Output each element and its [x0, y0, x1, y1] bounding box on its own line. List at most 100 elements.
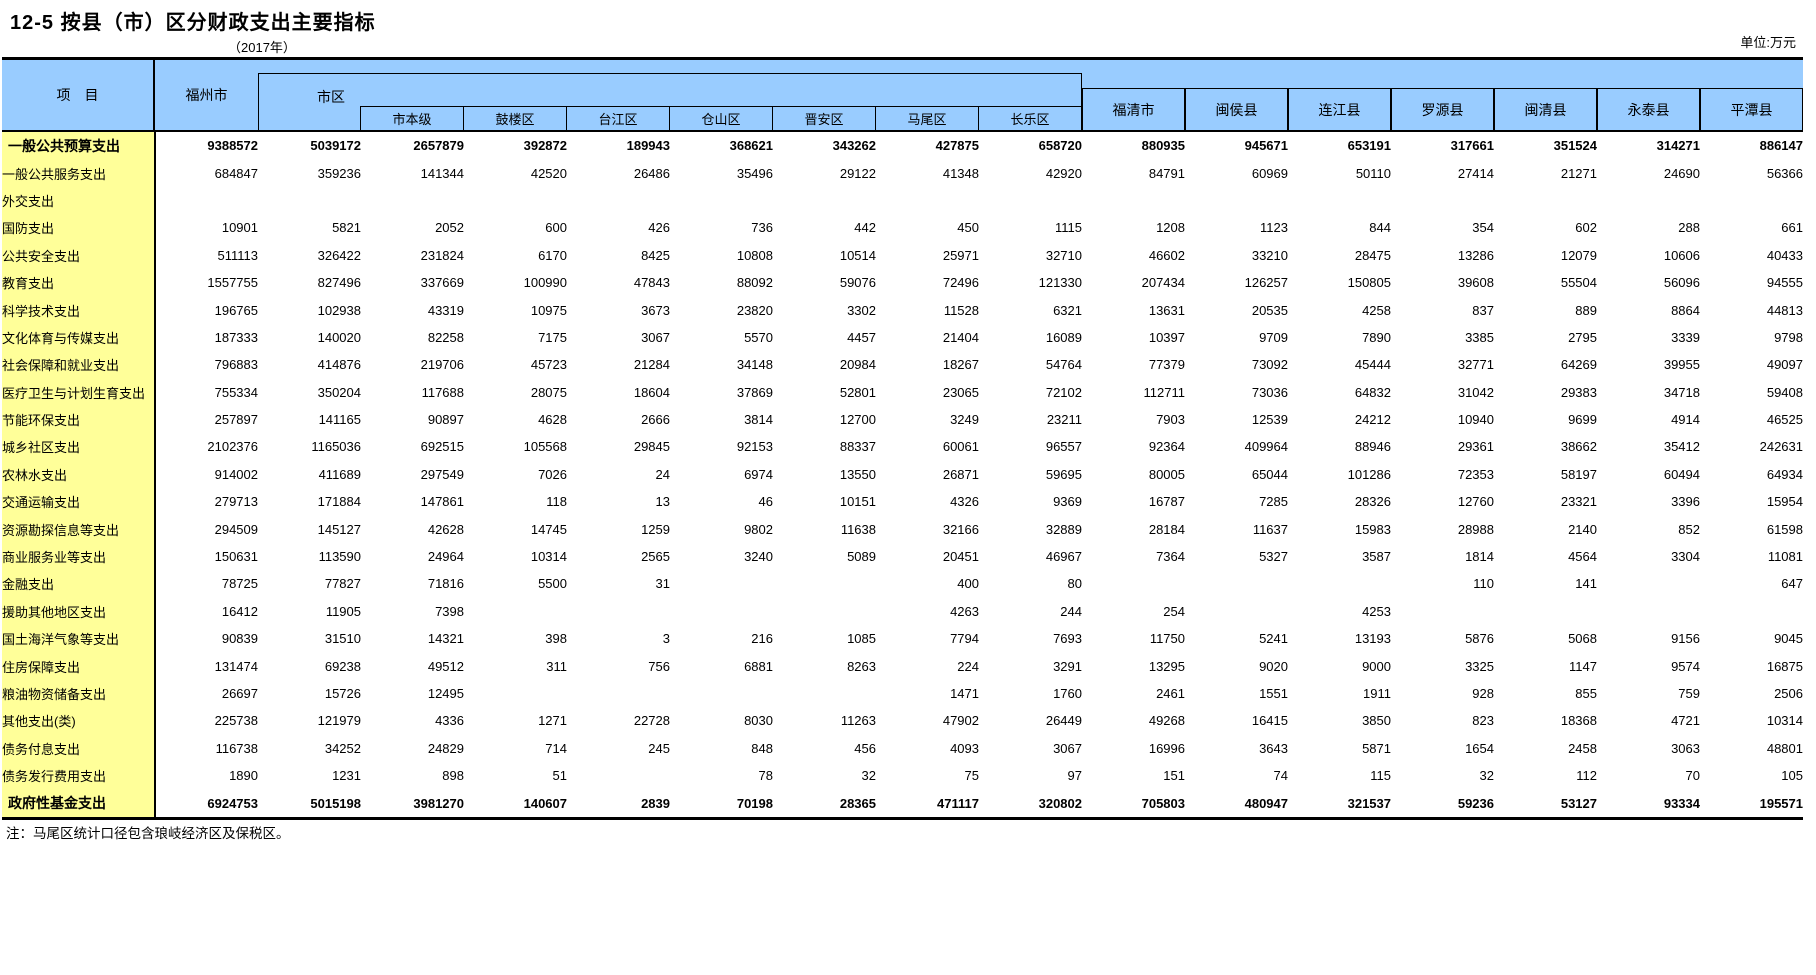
row-label: 其他支出(类) [2, 707, 156, 735]
data-cell: 39608 [1457, 275, 1494, 291]
data-cell: 3587 [1362, 549, 1391, 565]
table-row: 科学技术支出 196765 102938 43319 10975 3673 23820 330… [2, 296, 1803, 324]
data-cell: 7364 [1156, 549, 1185, 565]
data-cell: 42520 [530, 165, 567, 181]
data-cell: 4628 [538, 412, 567, 428]
data-cell: 145127 [317, 521, 361, 537]
data-cell: 1123 [1260, 220, 1288, 236]
data-cell [670, 598, 773, 625]
data-cell: 34252 [324, 740, 361, 756]
data-cell: 7398 [435, 603, 464, 619]
data-cell: 3673 [641, 302, 670, 318]
data-cell: 326422 [317, 247, 361, 263]
header-county-col: 连江县 [1288, 88, 1391, 130]
data-cell: 647 [1781, 576, 1803, 592]
data-cell: 14321 [427, 631, 464, 647]
data-cell: 72353 [1457, 466, 1494, 482]
data-cell: 736 [751, 220, 773, 236]
data-cell: 64269 [1560, 357, 1597, 373]
table-row: 金融支出 78725 77827 71816 5500 31 400 80 110 141 647 [2, 570, 1803, 598]
data-cell: 2506 [1774, 686, 1803, 701]
data-cell: 60061 [942, 439, 979, 455]
data-cell: 16412 [221, 603, 258, 619]
data-cell: 92364 [1148, 439, 1185, 455]
data-cell: 3067 [641, 329, 670, 345]
data-cell [1288, 187, 1391, 214]
data-cell: 12079 [1560, 247, 1597, 263]
row-label: 商业服务业等支出 [2, 542, 156, 571]
table-body-grid: 一般公共预算支出 9388572 5039172 2657879 392872 18994… [2, 132, 1803, 820]
data-cell: 3385 [1465, 329, 1494, 345]
data-cell: 6321 [1053, 302, 1082, 318]
data-cell: 8425 [641, 247, 670, 263]
header-county-col: 福清市 [1082, 88, 1185, 130]
data-cell: 23065 [942, 384, 979, 400]
data-cell: 77827 [324, 576, 361, 592]
data-cell: 7175 [538, 329, 567, 345]
data-cell: 74 [1273, 768, 1288, 784]
data-cell: 889 [1575, 302, 1597, 318]
header-sub-col: 马尾区 [875, 107, 978, 130]
footnote: 注：马尾区统计口径包含琅岐经济区及保税区。 [6, 826, 290, 841]
data-cell: 64832 [1354, 384, 1391, 400]
data-cell: 914002 [214, 466, 258, 482]
data-cell: 471117 [937, 795, 979, 811]
data-cell: 56366 [1766, 165, 1803, 181]
data-cell: 11637 [1252, 521, 1288, 537]
data-cell: 64934 [1766, 466, 1803, 482]
header-county-col: 罗源县 [1391, 88, 1494, 130]
row-label: 医疗卫生与计划生育支出 [2, 378, 156, 406]
data-cell: 10975 [530, 302, 567, 318]
expenditure-table: 项 目 福州市 市区 市本级 鼓楼区 台江区 仓山区 晋安区 马尾区 长乐区 福清市 闽侯县连… [2, 57, 1803, 820]
data-cell: 92153 [736, 439, 773, 455]
data-cell: 93334 [1663, 795, 1700, 811]
row-label: 交通运输支出 [2, 488, 156, 516]
data-cell: 10940 [1457, 412, 1494, 428]
header-sub-col: 长乐区 [978, 107, 1081, 130]
data-cell: 254 [1163, 603, 1185, 619]
data-cell: 82258 [427, 329, 464, 345]
data-cell [1391, 187, 1494, 214]
data-cell: 35412 [1663, 439, 1700, 455]
data-cell: 2839 [641, 795, 670, 811]
data-cell: 29845 [633, 439, 670, 455]
data-cell: 23211 [1046, 412, 1082, 428]
data-cell: 848 [751, 740, 773, 756]
data-cell: 294509 [214, 521, 258, 537]
header-county-col: 永泰县 [1597, 88, 1700, 130]
data-cell: 14745 [530, 521, 567, 537]
data-cell: 3325 [1465, 658, 1494, 674]
data-cell: 1654 [1465, 740, 1494, 756]
data-cell: 311 [546, 658, 567, 674]
table-row: 教育支出 1557755 827496 337669 100990 47843 88092 5… [2, 268, 1803, 297]
data-cell: 26449 [1045, 713, 1082, 729]
data-cell: 3304 [1671, 549, 1700, 565]
data-cell [1597, 187, 1700, 214]
data-cell: 2565 [641, 549, 670, 565]
data-cell: 3981270 [413, 795, 464, 811]
data-cell: 46602 [1148, 247, 1185, 263]
data-cell: 15954 [1766, 494, 1803, 510]
table-row: 商业服务业等支出 150631 113590 24964 10314 2565 3240 50… [2, 542, 1803, 571]
data-cell: 9574 [1671, 658, 1700, 674]
data-cell: 705803 [1141, 795, 1185, 811]
data-cell: 759 [1678, 686, 1700, 701]
data-cell: 827496 [317, 275, 361, 291]
data-cell: 110 [1473, 576, 1494, 592]
data-cell: 321537 [1347, 795, 1391, 811]
data-cell: 5821 [332, 220, 361, 236]
data-cell: 52801 [839, 384, 876, 400]
data-cell [464, 680, 567, 707]
data-cell: 90839 [221, 631, 258, 647]
data-cell: 28184 [1148, 521, 1185, 537]
data-cell: 60969 [1251, 165, 1288, 181]
data-cell: 3396 [1671, 494, 1700, 510]
data-cell: 88092 [736, 275, 773, 291]
data-cell: 257897 [214, 412, 258, 428]
data-cell: 28365 [839, 795, 876, 811]
data-cell: 24212 [1354, 412, 1391, 428]
data-cell: 351524 [1553, 138, 1597, 154]
data-cell: 16415 [1251, 713, 1288, 729]
data-cell [876, 187, 979, 214]
data-cell: 90897 [427, 412, 464, 428]
